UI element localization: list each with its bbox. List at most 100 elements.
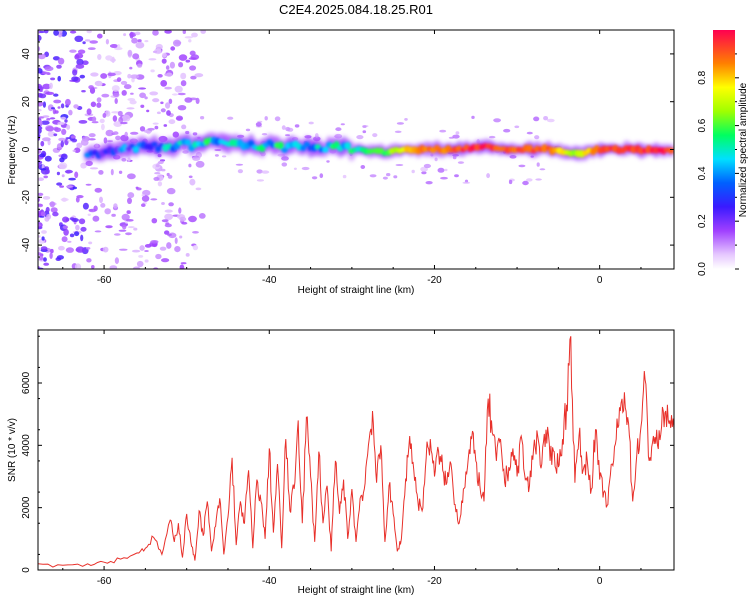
noise-speck bbox=[70, 135, 76, 139]
noise-speck bbox=[189, 65, 197, 71]
noise-speck bbox=[49, 201, 55, 208]
x-tick-label: -60 bbox=[97, 576, 112, 587]
x-tick-label: -20 bbox=[427, 275, 442, 286]
noise-speck bbox=[42, 115, 50, 118]
noise-speck bbox=[178, 61, 184, 68]
noise-speck bbox=[87, 47, 96, 50]
noise-speck bbox=[189, 178, 196, 186]
noise-speck bbox=[181, 124, 187, 130]
noise-speck bbox=[121, 213, 130, 221]
noise-speck bbox=[92, 215, 100, 222]
noise-speck bbox=[144, 250, 149, 252]
noise-speck bbox=[138, 255, 144, 258]
noise-speck bbox=[508, 179, 513, 185]
noise-speck bbox=[139, 92, 147, 99]
noise-speck bbox=[180, 262, 187, 265]
noise-speck bbox=[281, 162, 288, 167]
noise-speck bbox=[123, 33, 127, 37]
noise-speck bbox=[124, 131, 128, 137]
noise-speck bbox=[166, 233, 172, 236]
noise-speck bbox=[42, 101, 47, 108]
noise-speck bbox=[96, 102, 102, 108]
noise-speck bbox=[444, 168, 448, 172]
noise-speck bbox=[40, 140, 45, 147]
noise-speck bbox=[38, 147, 42, 154]
noise-speck bbox=[546, 118, 555, 123]
colorbar-ticks: 0.0 0.2 0.4 0.6 0.8 bbox=[697, 53, 739, 276]
noise-speck bbox=[50, 248, 54, 254]
y-tick-label: 20 bbox=[21, 96, 32, 108]
noise-speck bbox=[235, 163, 244, 166]
noise-speck bbox=[41, 236, 45, 241]
noise-speck bbox=[75, 53, 84, 59]
noise-speck bbox=[152, 30, 159, 36]
noise-speck bbox=[82, 202, 89, 210]
noise-speck bbox=[46, 118, 51, 121]
noise-speck bbox=[179, 264, 185, 269]
colorbar-tick-label: 0.8 bbox=[697, 70, 708, 84]
noise-speck bbox=[190, 75, 197, 80]
noise-speck bbox=[88, 85, 94, 90]
noise-speck bbox=[137, 39, 142, 43]
noise-speck bbox=[174, 41, 182, 45]
noise-speck bbox=[65, 247, 74, 253]
noise-speck bbox=[185, 59, 191, 63]
colorbar-tick-label: 0.0 bbox=[697, 262, 708, 276]
noise-speck bbox=[61, 128, 67, 135]
noise-speck bbox=[111, 213, 116, 217]
noise-speck bbox=[256, 179, 264, 182]
noise-speck bbox=[356, 135, 364, 140]
noise-speck bbox=[109, 44, 119, 48]
snr-series-line bbox=[38, 336, 674, 568]
noise-speck bbox=[144, 96, 148, 100]
noise-speck bbox=[88, 209, 94, 212]
noise-speck bbox=[171, 93, 179, 96]
noise-speck bbox=[534, 135, 540, 140]
noise-speck bbox=[41, 230, 47, 234]
noise-speck bbox=[119, 121, 128, 125]
noise-speck bbox=[80, 162, 87, 169]
noise-speck bbox=[122, 224, 127, 230]
noise-speck bbox=[335, 127, 342, 132]
colorbar-tick-label: 0.6 bbox=[697, 118, 708, 132]
noise-speck bbox=[394, 130, 402, 133]
noise-speck bbox=[87, 213, 91, 216]
noise-speck bbox=[105, 110, 111, 117]
noise-speck bbox=[319, 173, 324, 179]
noise-speck bbox=[132, 53, 140, 60]
noise-speck bbox=[362, 125, 367, 128]
snr-frame bbox=[38, 330, 674, 570]
noise-speck bbox=[127, 226, 135, 229]
noise-speck bbox=[86, 247, 91, 250]
noise-speck bbox=[160, 168, 166, 172]
noise-speck bbox=[81, 90, 86, 93]
noise-speck bbox=[125, 232, 132, 236]
noise-speck bbox=[100, 73, 108, 79]
noise-speck bbox=[311, 176, 318, 180]
noise-speck bbox=[53, 30, 59, 36]
noise-speck bbox=[77, 49, 86, 54]
noise-speck bbox=[126, 107, 135, 110]
noise-speck bbox=[174, 246, 181, 253]
noise-speck bbox=[117, 44, 121, 50]
ridge-cell bbox=[151, 141, 158, 147]
noise-speck bbox=[74, 231, 80, 237]
noise-speck bbox=[52, 56, 60, 61]
noise-speck bbox=[184, 36, 193, 39]
noise-speck bbox=[38, 247, 41, 252]
noise-speck bbox=[90, 101, 97, 108]
noise-speck bbox=[342, 174, 347, 179]
x-tick-label: 0 bbox=[597, 576, 603, 587]
noise-speck bbox=[72, 69, 78, 76]
noise-speck bbox=[440, 176, 448, 180]
noise-speck bbox=[503, 128, 511, 133]
colorbar-tick-label: 0.2 bbox=[697, 214, 708, 228]
noise-speck bbox=[144, 259, 149, 263]
noise-speck bbox=[493, 118, 501, 123]
noise-speck bbox=[105, 55, 113, 61]
noise-speck bbox=[425, 181, 433, 185]
noise-speck bbox=[155, 43, 163, 50]
noise-speck bbox=[67, 240, 72, 243]
ridge-cell bbox=[344, 142, 351, 150]
noise-speck bbox=[177, 105, 187, 111]
